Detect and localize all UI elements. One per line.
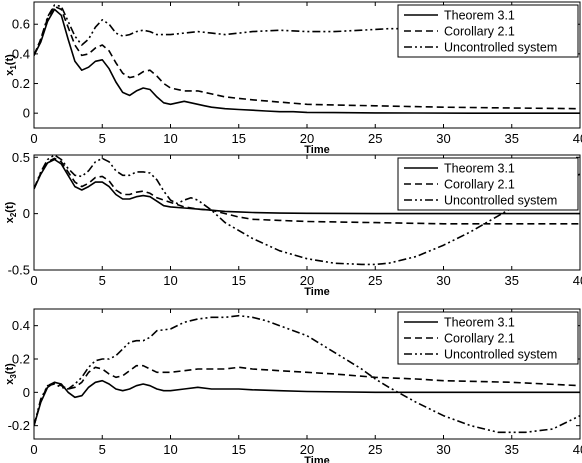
- x-tick-label: 10: [163, 273, 177, 288]
- series-line-1: [34, 8, 580, 114]
- x-axis-label: Time: [304, 286, 329, 298]
- y-tick-label: 0.5: [12, 150, 30, 165]
- panel-1: 0 5 10 15 20 25 30 35 40 0 0.2 0.4 0.6 Time x1(t) Theor…: [4, 1, 582, 156]
- series-line-3: [34, 314, 580, 434]
- x-tick-label: 40: [573, 131, 582, 146]
- y-axis-label: x3(t): [4, 363, 18, 385]
- x-tick-label: 10: [163, 442, 177, 457]
- y-tick-label: 0.4: [12, 318, 30, 333]
- x-axis-label: Time: [304, 455, 329, 463]
- panel-3: 0510152025303540-0.200.20.4Timex3(t)Theo…: [4, 308, 582, 463]
- series-line-2: [34, 364, 580, 426]
- legend-label-3: Uncontrolled system: [444, 194, 557, 208]
- series-line-3: [34, 155, 580, 266]
- x-tick-label: 0: [30, 442, 37, 457]
- x-tick-label: 20: [300, 273, 314, 288]
- legend-label-2: Corollary 2.1: [444, 332, 515, 346]
- x-axis-label: Time: [304, 144, 329, 156]
- y-tick-label: 0: [23, 106, 30, 121]
- x-tick-label: 15: [232, 442, 246, 457]
- x-tick-label: 10: [163, 131, 177, 146]
- legend-label-3: Uncontrolled system: [444, 348, 557, 362]
- legend-label-1: Theorem 3.1: [444, 162, 515, 176]
- x-tick-label: 35: [505, 131, 519, 146]
- series-line-1: [34, 158, 580, 215]
- x-tick-label: 25: [368, 442, 382, 457]
- series-group: [34, 4, 580, 114]
- series-group: [34, 155, 580, 266]
- series-line-2: [34, 157, 580, 225]
- legend-label-2: Corollary 2.1: [444, 178, 515, 192]
- x-tick-label: 5: [99, 273, 106, 288]
- x-tick-label: 15: [232, 273, 246, 288]
- x-tick-label: 20: [300, 442, 314, 457]
- x-tick-label: 30: [436, 273, 450, 288]
- x-tick-label: 0: [30, 131, 37, 146]
- legend-label-1: Theorem 3.1: [444, 9, 515, 23]
- series-line-3: [34, 4, 580, 56]
- legend-label-3: Uncontrolled system: [444, 41, 557, 55]
- legend-label-2: Corollary 2.1: [444, 25, 515, 39]
- legend-label-1: Theorem 3.1: [444, 316, 515, 330]
- y-tick-label: -0.2: [8, 418, 30, 433]
- x-tick-label: 25: [368, 273, 382, 288]
- y-axis-label: x1(t): [4, 54, 18, 76]
- x-tick-label: 30: [436, 442, 450, 457]
- x-tick-label: 5: [99, 131, 106, 146]
- x-tick-label: 25: [368, 131, 382, 146]
- x-tick-label: 5: [99, 442, 106, 457]
- panel-2: 0510152025303540-0.500.5Timex2(t)Theorem…: [4, 150, 582, 298]
- x-tick-label: 0: [30, 273, 37, 288]
- x-tick-label: 35: [505, 273, 519, 288]
- x-tick-label: 30: [436, 131, 450, 146]
- legend: Theorem 3.1 Corollary 2.1 Uncontrolled sys…: [397, 157, 579, 211]
- y-tick-label: 0.2: [12, 352, 30, 367]
- legend: Theorem 3.1 Corollary 2.1 Uncontrolled sys…: [397, 4, 579, 58]
- series-line-2: [34, 5, 580, 110]
- y-tick-label: 0.6: [12, 17, 30, 32]
- x-tick-label: 35: [505, 442, 519, 457]
- series-group: [34, 314, 580, 434]
- x-tick-label: 40: [573, 273, 582, 288]
- y-tick-label: 0: [23, 206, 30, 221]
- legend: Theorem 3.1 Corollary 2.1 Uncontrolled sys…: [397, 311, 579, 365]
- series-line-1: [34, 379, 580, 426]
- y-tick-label: 0.2: [12, 76, 30, 91]
- x-tick-label: 40: [573, 442, 582, 457]
- y-axis-label: x2(t): [4, 201, 18, 223]
- y-tick-label: -0.5: [8, 263, 30, 278]
- y-tick-label: 0.4: [12, 46, 30, 61]
- x-tick-label: 20: [300, 131, 314, 146]
- x-tick-label: 15: [232, 131, 246, 146]
- y-tick-label: 0: [23, 385, 30, 400]
